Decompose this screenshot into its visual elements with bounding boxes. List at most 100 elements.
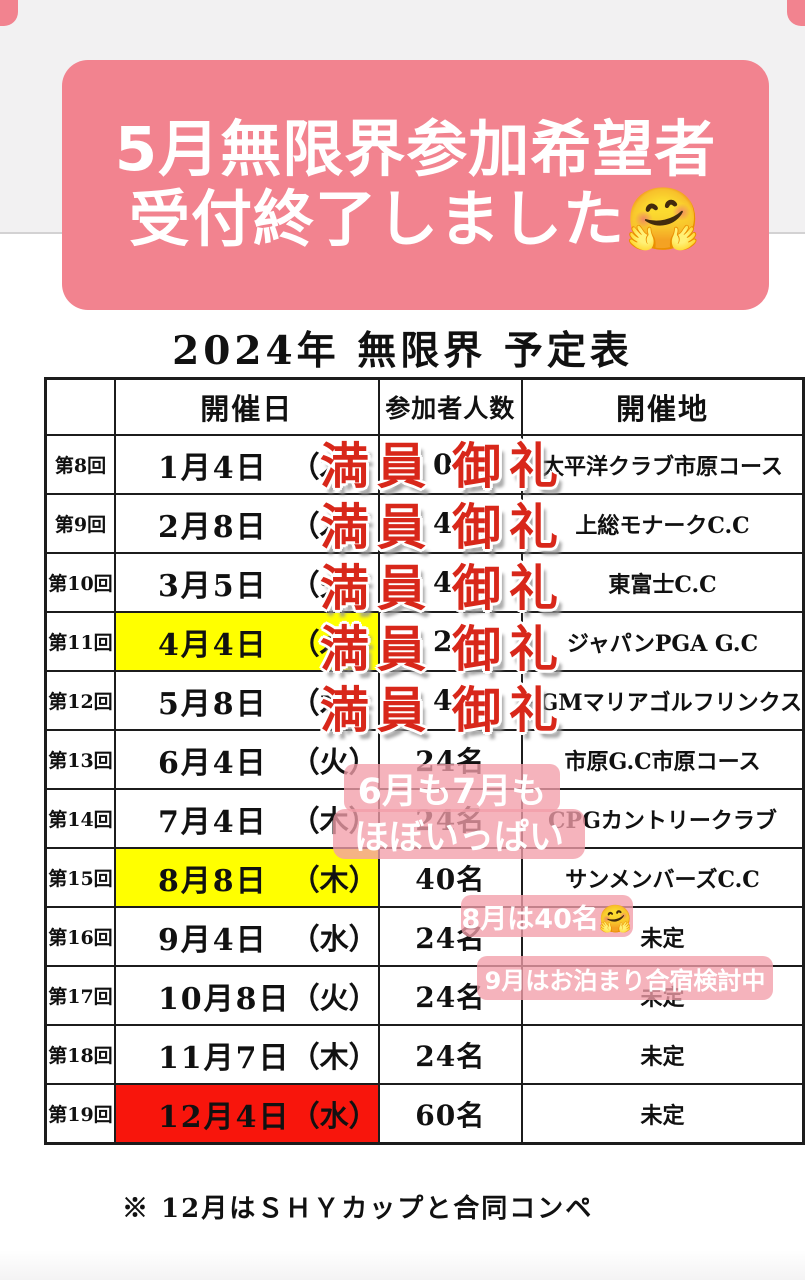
table-row: 第12回 5月8日 （水） 4 PGMマリアゴルフリンクス (44, 670, 805, 731)
date-text: 1月4日 (157, 450, 268, 486)
table-row: 第9回 2月8日 （木） 4 上総モナークC.C (44, 493, 805, 554)
table-row: 第8回 1月4日 （木） 0 太平洋クラブ市原コース (44, 434, 805, 495)
round-cell: 第11回 (44, 611, 116, 672)
venue-cell: 未定 (520, 1024, 805, 1085)
table-row: 第19回 12月4日 （水） 60名 未定 (44, 1083, 805, 1145)
date-cell: 3月5日 （火） (113, 552, 380, 613)
venue-cell: サンメンバーズC.C (520, 847, 805, 908)
table-row: 第11回 4月4日 （木） 2 ジャパンPGA G.C (44, 611, 805, 672)
header-date: 開催日 (113, 377, 380, 436)
date-text: 9月4日 (157, 922, 268, 958)
date-cell: 9月4日 （水） (113, 906, 380, 967)
date-cell: 7月4日 （木） (113, 788, 380, 849)
schedule-table-wrap: 開催日 参加者人数 開催地 第8回 1月4日 （木） 0 太平洋クラブ市原コース 第9回 2… (44, 377, 805, 1145)
weekday-text: （水） (290, 685, 378, 720)
venue-cell: 未定 (520, 906, 805, 967)
date-cell: 11月7日 （木） (113, 1024, 380, 1085)
round-cell: 第9回 (44, 493, 116, 554)
round-cell: 第18回 (44, 1024, 116, 1085)
round-cell: 第16回 (44, 906, 116, 967)
weekday-text: （水） (290, 1098, 378, 1133)
date-text: 7月4日 (157, 804, 268, 840)
weekday-text: （木） (290, 626, 378, 661)
round-cell: 第13回 (44, 729, 116, 790)
date-cell: 10月8日 （火） (113, 965, 380, 1026)
table-row: 第14回 7月4日 （木） 24名 CPGカントリークラブ (44, 788, 805, 849)
date-text: 4月4日 (157, 627, 268, 663)
venue-cell: 東富士C.C (520, 552, 805, 613)
venue-cell: ジャパンPGA G.C (520, 611, 805, 672)
round-cell: 第8回 (44, 434, 116, 495)
table-body: 第8回 1月4日 （木） 0 太平洋クラブ市原コース 第9回 2月8日 （木） 4 上総モナークC… (44, 434, 805, 1145)
table-row: 第13回 6月4日 （火） 24名 市原G.C市原コース (44, 729, 805, 790)
round-cell: 第10回 (44, 552, 116, 613)
top-right-banner-fragment (787, 0, 805, 26)
date-cell: 12月4日 （水） (113, 1083, 380, 1145)
date-cell: 1月4日 （木） (113, 434, 380, 495)
venue-cell: 市原G.C市原コース (520, 729, 805, 790)
round-cell: 第12回 (44, 670, 116, 731)
date-text: 5月8日 (157, 686, 268, 722)
round-cell: 第17回 (44, 965, 116, 1026)
participants-cell: 24名 (377, 1024, 523, 1085)
date-text: 12月4日 (157, 1099, 291, 1135)
table-row: 第18回 11月7日 （木） 24名 未定 (44, 1024, 805, 1085)
round-cell: 第15回 (44, 847, 116, 908)
date-text: 8月8日 (157, 863, 268, 899)
participants-cell: 4 (377, 670, 523, 731)
weekday-text: （木） (290, 803, 378, 838)
date-text: 6月4日 (157, 745, 268, 781)
weekday-text: （木） (290, 449, 378, 484)
header-round (44, 377, 116, 436)
date-text: 10月8日 (157, 981, 291, 1017)
participants-cell: 24名 (377, 729, 523, 790)
date-text: 3月5日 (157, 568, 268, 604)
weekday-text: （火） (290, 744, 378, 779)
table-row: 第16回 9月4日 （水） 24名 未定 (44, 906, 805, 967)
weekday-text: （火） (290, 567, 378, 602)
table-row: 第15回 8月8日 （木） 40名 サンメンバーズC.C (44, 847, 805, 908)
header-participants: 参加者人数 (377, 377, 523, 436)
date-text: 2月8日 (157, 509, 268, 545)
weekday-text: （水） (290, 921, 378, 956)
venue-cell: CPGカントリークラブ (520, 788, 805, 849)
participants-cell: 0 (377, 434, 523, 495)
date-cell: 8月8日 （木） (113, 847, 380, 908)
table-header-row: 開催日 参加者人数 開催地 (44, 377, 805, 436)
banner-line-2: 受付終了しました🤗 (129, 184, 702, 255)
bottom-fade (0, 1250, 805, 1280)
schedule-table: 開催日 参加者人数 開催地 第8回 1月4日 （木） 0 太平洋クラブ市原コース 第9回 2… (44, 377, 805, 1145)
table-row: 第17回 10月8日 （火） 24名 未定 (44, 965, 805, 1026)
participants-cell: 24名 (377, 965, 523, 1026)
weekday-text: （木） (290, 1039, 378, 1074)
header-venue: 開催地 (520, 377, 805, 436)
participants-cell: 60名 (377, 1083, 523, 1145)
participants-cell: 4 (377, 552, 523, 613)
page-title: 2024年 無限界 予定表 (172, 328, 633, 374)
weekday-text: （木） (290, 508, 378, 543)
banner-line-1: 5月無限界参加希望者 (114, 113, 717, 185)
venue-cell: 未定 (520, 1083, 805, 1145)
venue-cell: 上総モナークC.C (520, 493, 805, 554)
venue-cell: PGMマリアゴルフリンクス (520, 670, 805, 731)
footer-note: ※ 12月はＳＨＹカップと合同コンペ (122, 1194, 594, 1224)
venue-cell: 未定 (520, 965, 805, 1026)
date-cell: 4月4日 （木） (113, 611, 380, 672)
participants-cell: 4 (377, 493, 523, 554)
date-cell: 2月8日 （木） (113, 493, 380, 554)
participants-cell: 24名 (377, 906, 523, 967)
date-cell: 5月8日 （水） (113, 670, 380, 731)
date-cell: 6月4日 （火） (113, 729, 380, 790)
table-row: 第10回 3月5日 （火） 4 東富士C.C (44, 552, 805, 613)
round-cell: 第19回 (44, 1083, 116, 1145)
top-left-banner-fragment (0, 0, 18, 26)
announcement-banner: 5月無限界参加希望者 受付終了しました🤗 (62, 60, 769, 310)
participants-cell: 24名 (377, 788, 523, 849)
date-text: 11月7日 (157, 1040, 291, 1076)
weekday-text: （火） (290, 980, 378, 1015)
weekday-text: （木） (290, 862, 378, 897)
participants-cell: 40名 (377, 847, 523, 908)
participants-cell: 2 (377, 611, 523, 672)
round-cell: 第14回 (44, 788, 116, 849)
